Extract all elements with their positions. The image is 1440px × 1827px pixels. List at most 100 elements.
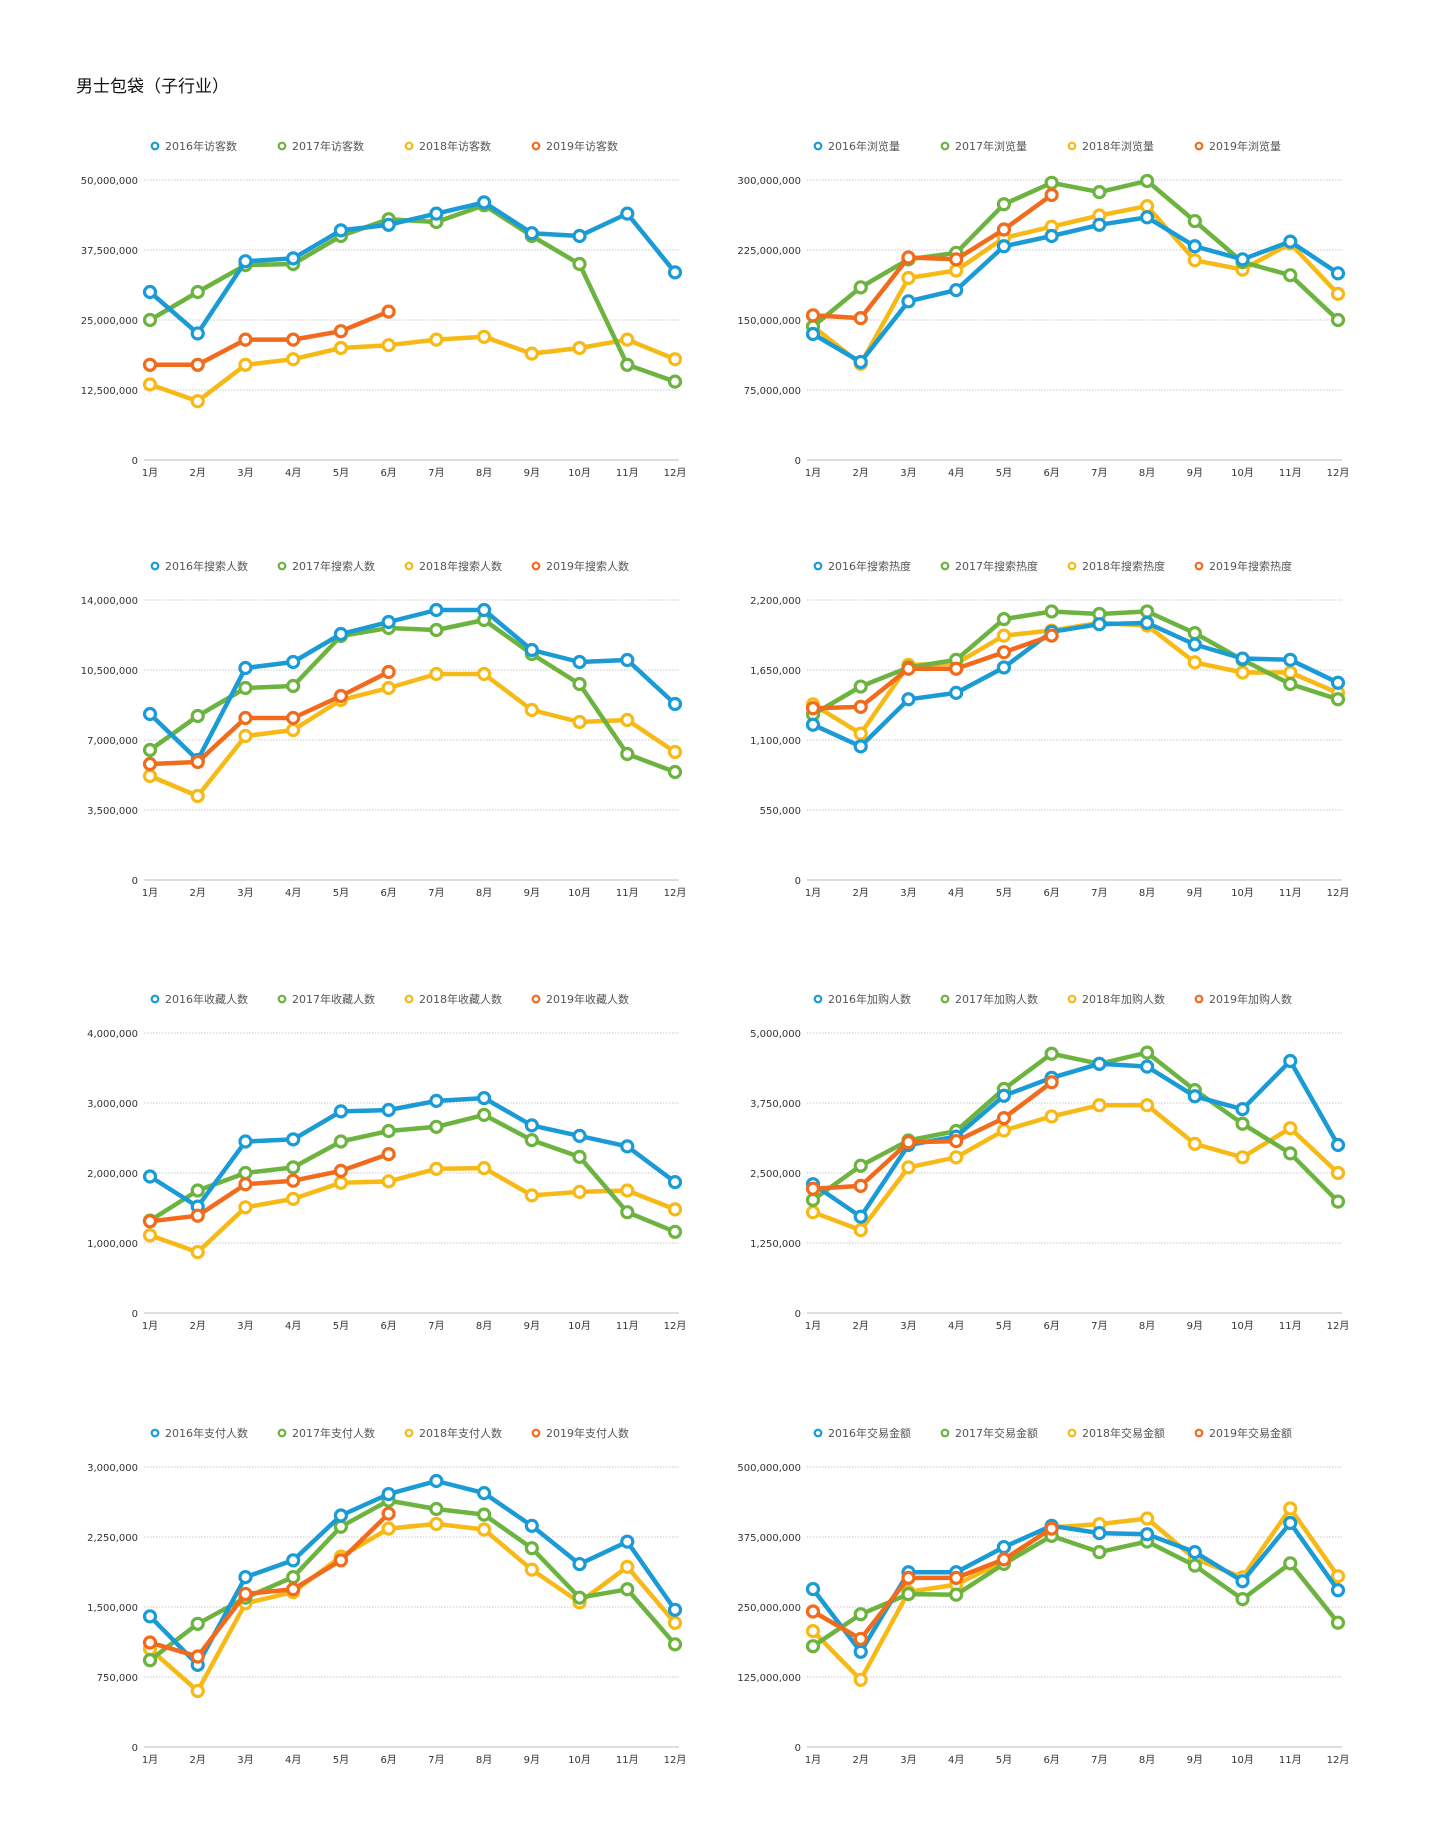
legend-marker-icon	[404, 994, 414, 1004]
x-tick-label: 6月	[380, 1754, 396, 1766]
data-point	[620, 1139, 635, 1154]
data-point	[238, 680, 253, 696]
data-point	[1283, 234, 1298, 249]
data-point	[572, 256, 587, 272]
data-point	[996, 1123, 1012, 1138]
data-point	[805, 1205, 821, 1220]
data-point	[996, 239, 1012, 254]
data-point	[476, 602, 492, 618]
data-point	[286, 710, 301, 726]
y-tick-label: 500,000,000	[737, 1463, 801, 1474]
data-point	[1139, 615, 1155, 631]
data-point	[620, 1559, 635, 1574]
chart-favorites: 2016年收藏人数 2017年收藏人数 2018年收藏人数 2019年收藏人数 0 1,0…	[0, 963, 720, 1393]
x-tick-label: 9月	[1187, 887, 1203, 899]
x-tick-label: 8月	[476, 1754, 492, 1766]
x-tick-label: 2月	[190, 1320, 206, 1332]
data-point	[949, 661, 964, 676]
data-point	[286, 1191, 301, 1206]
data-point	[901, 1587, 916, 1602]
data-point	[1330, 312, 1346, 328]
data-point	[524, 346, 539, 361]
x-tick-label: 5月	[333, 1754, 349, 1766]
data-point	[286, 722, 301, 738]
data-point	[381, 680, 396, 696]
data-point	[1330, 1615, 1346, 1630]
x-tick-label: 1月	[805, 887, 821, 899]
data-point	[1092, 185, 1107, 200]
data-point	[1330, 1194, 1346, 1209]
data-point	[381, 1506, 396, 1521]
data-point	[190, 1683, 205, 1699]
x-tick-label: 2月	[190, 467, 206, 479]
x-tick-label: 6月	[1043, 1320, 1059, 1332]
data-point	[667, 265, 683, 280]
data-point	[949, 1133, 964, 1149]
series-line-2017	[810, 1050, 1341, 1204]
chart-svg: 2016年加购人数 2017年加购人数 2018年加购人数 2019年加购人数 0 1,2…	[750, 992, 1349, 1332]
data-point	[572, 1149, 587, 1164]
data-point	[853, 311, 868, 326]
data-point	[1092, 1098, 1107, 1113]
data-point	[476, 1522, 492, 1537]
data-point	[996, 1539, 1012, 1555]
data-point	[524, 226, 539, 241]
series-line-2017	[147, 202, 678, 384]
y-tick-label: 7,000,000	[87, 736, 138, 747]
legend-marker-icon	[813, 994, 823, 1004]
y-tick-label: 1,100,000	[750, 736, 801, 747]
legend-label: 2016年支付人数	[165, 1426, 248, 1440]
legend-label: 2016年浏览量	[828, 139, 900, 153]
x-tick-label: 5月	[996, 467, 1012, 479]
data-point	[238, 254, 253, 269]
data-point	[1139, 604, 1155, 619]
legend-label: 2017年交易金额	[955, 1426, 1038, 1440]
data-point	[667, 1637, 683, 1652]
data-point	[1139, 1045, 1155, 1060]
data-point	[572, 714, 587, 730]
y-tick-label: 12,500,000	[81, 386, 138, 397]
legend-marker-icon	[1194, 994, 1204, 1004]
legend-label: 2019年访客数	[546, 139, 618, 153]
series-line-2016	[147, 607, 678, 763]
data-point	[805, 1181, 821, 1196]
x-tick-label: 12月	[1327, 1754, 1350, 1766]
legend-label: 2018年收藏人数	[419, 992, 502, 1006]
data-point	[1187, 1558, 1202, 1573]
x-tick-label: 10月	[568, 467, 591, 479]
data-point	[476, 666, 492, 682]
data-point	[286, 1160, 301, 1175]
legend-item: 2018年浏览量	[1067, 139, 1154, 153]
legend-label: 2017年支付人数	[292, 1426, 375, 1440]
x-tick-label: 10月	[568, 887, 591, 899]
x-tick-label: 7月	[428, 887, 444, 899]
legend-item: 2017年浏览量	[940, 139, 1027, 153]
data-point	[1330, 1165, 1346, 1181]
data-point	[996, 611, 1012, 627]
data-point	[949, 263, 964, 278]
legend-item: 2019年搜索人数	[531, 559, 629, 573]
data-point	[853, 1631, 868, 1647]
x-tick-label: 3月	[237, 1754, 253, 1766]
data-point	[238, 332, 253, 347]
chart-svg: 2016年收藏人数 2017年收藏人数 2018年收藏人数 2019年收藏人数 0 1,0…	[87, 992, 686, 1332]
data-point	[1330, 266, 1346, 281]
series-line-2016	[810, 215, 1341, 365]
data-point	[667, 352, 683, 367]
data-point	[1187, 625, 1202, 641]
y-tick-label: 150,000,000	[737, 316, 801, 327]
chart-pageviews: 2016年浏览量 2017年浏览量 2018年浏览量 2019年浏览量 0 75,000,…	[663, 110, 1383, 540]
data-point	[1044, 187, 1059, 203]
x-tick-label: 12月	[664, 467, 687, 479]
data-point	[949, 1587, 964, 1602]
legend-item: 2019年加购人数	[1194, 992, 1292, 1006]
data-point	[1235, 1102, 1250, 1117]
data-point	[1187, 253, 1202, 268]
series-line-2016	[810, 1058, 1341, 1219]
data-point	[667, 744, 683, 760]
data-point	[853, 699, 868, 715]
legend-item: 2016年搜索热度	[813, 559, 911, 573]
legend-marker-icon	[1194, 561, 1204, 571]
data-point	[381, 1486, 396, 1502]
data-point	[476, 1507, 492, 1522]
